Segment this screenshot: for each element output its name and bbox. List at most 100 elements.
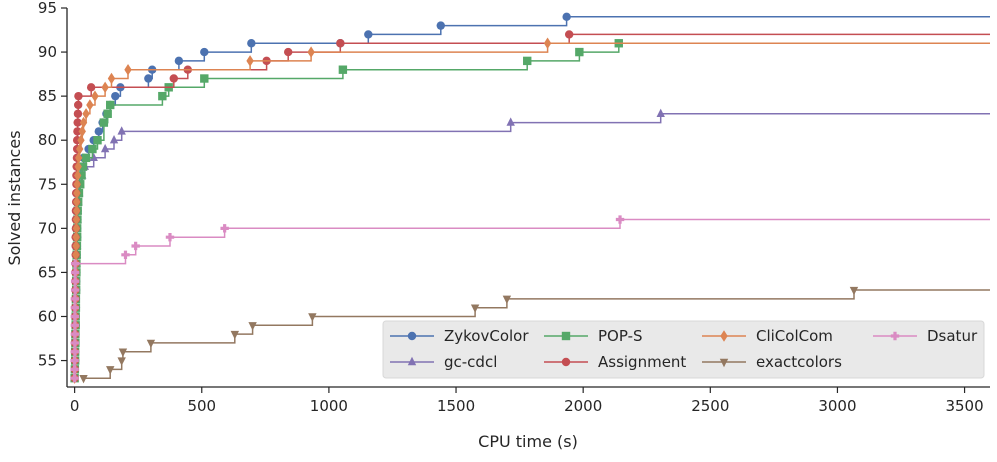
data-point-clicolcom <box>72 213 81 226</box>
data-point-zykovcolor <box>200 47 209 57</box>
y-tick-label: 65 <box>38 263 57 281</box>
legend-label: gc-cdcl <box>444 353 497 371</box>
data-point-exactcolors <box>106 366 115 375</box>
data-point-assignment <box>73 100 83 110</box>
data-point-pop-s <box>338 65 348 74</box>
legend-marker <box>890 331 900 341</box>
y-tick-label: 60 <box>38 307 57 325</box>
data-point-exactcolors <box>117 357 126 366</box>
data-point-dsatur <box>70 294 80 304</box>
data-point-pop-s <box>523 56 532 66</box>
ticks: 0 500 1000 1500 2000 2500 3000 3500 55 60 65 70 75 80… <box>38 0 984 415</box>
data-point-zykovcolor <box>562 12 571 22</box>
data-point-zykovcolor <box>436 21 445 30</box>
data-point-pop-s <box>103 109 112 118</box>
legend-box <box>382 320 985 379</box>
legend-label: Dsatur <box>927 327 978 345</box>
x-tick-label: 1000 <box>310 397 348 415</box>
data-point-clicolcom <box>543 37 552 49</box>
data-point-assignment <box>169 74 178 83</box>
x-tick-label: 2000 <box>564 397 602 415</box>
data-point-exactcolors <box>230 330 240 340</box>
legend-entry-pop-s: POP-S <box>544 327 643 345</box>
data-point-clicolcom <box>74 152 83 164</box>
data-point-dsatur <box>70 259 80 268</box>
data-point-pop-s <box>200 74 209 83</box>
legend-marker <box>561 357 571 367</box>
y-axis-title: Solved instances <box>5 130 24 265</box>
data-point-pop-s <box>99 118 109 127</box>
legend-marker <box>720 330 728 342</box>
data-point-pop-s <box>93 136 102 145</box>
data-point-pop-s <box>88 144 97 154</box>
data-point-clicolcom <box>91 90 99 102</box>
data-point-assignment <box>73 118 82 127</box>
data-point-assignment <box>336 39 345 48</box>
x-tick-label: 1500 <box>437 397 475 415</box>
data-point-clicolcom <box>72 196 81 208</box>
data-point-dsatur <box>121 250 130 259</box>
data-point-exactcolors <box>502 295 512 305</box>
data-point-clicolcom <box>72 222 81 235</box>
y-tick-label: 85 <box>38 87 57 105</box>
data-point-pop-s <box>158 91 167 101</box>
data-point-clicolcom <box>72 205 81 217</box>
axes <box>66 8 990 388</box>
data-point-assignment <box>564 30 574 39</box>
legend-label: ZykovColor <box>444 327 529 345</box>
y-tick-label: 55 <box>38 352 57 370</box>
x-tick-label: 3500 <box>945 397 983 415</box>
data-point-clicolcom <box>73 187 81 199</box>
legend-entry-zykovcolor: ZykovColor <box>390 327 529 345</box>
y-tick-label: 90 <box>38 43 57 61</box>
data-point-clicolcom <box>74 160 82 173</box>
legend-entry-assignment: Assignment <box>544 353 686 371</box>
data-point-pop-s <box>106 100 115 110</box>
legend-label: exactcolors <box>756 353 842 371</box>
data-point-pop-s <box>78 162 88 171</box>
data-point-zykovcolor <box>174 56 184 66</box>
data-point-assignment <box>284 47 293 57</box>
data-point-clicolcom <box>73 169 82 182</box>
data-point-dsatur <box>70 268 80 277</box>
x-tick-label: 500 <box>187 397 216 415</box>
data-point-dsatur <box>165 232 175 242</box>
data-point-clicolcom <box>78 125 86 138</box>
data-point-clicolcom <box>72 231 80 243</box>
data-point-clicolcom <box>72 249 80 261</box>
data-point-gc-cdcl <box>89 152 98 162</box>
data-point-clicolcom <box>73 178 81 190</box>
data-point-dsatur <box>615 215 625 224</box>
data-point-dsatur <box>70 338 80 348</box>
legend-marker <box>407 331 417 341</box>
data-point-pop-s <box>575 47 584 57</box>
data-point-dsatur <box>70 277 80 286</box>
series-layer <box>70 12 990 384</box>
data-point-clicolcom <box>79 116 88 129</box>
data-point-zykovcolor <box>364 30 373 39</box>
x-tick-label: 3000 <box>818 397 856 415</box>
data-point-clicolcom <box>86 99 94 111</box>
data-point-clicolcom <box>246 55 254 67</box>
data-point-dsatur <box>70 321 80 330</box>
data-point-dsatur <box>70 303 80 312</box>
series-exactcolors <box>79 286 990 384</box>
data-point-clicolcom <box>107 72 116 85</box>
data-point-zykovcolor <box>94 127 103 136</box>
data-point-gc-cdcl <box>117 126 126 135</box>
data-point-dsatur <box>220 224 229 233</box>
legend-marker <box>719 358 729 368</box>
legend-label: CliColCom <box>756 327 833 345</box>
data-point-clicolcom <box>77 134 85 146</box>
legend-label: POP-S <box>598 327 643 345</box>
data-point-clicolcom <box>82 108 90 120</box>
data-point-dsatur <box>131 241 140 251</box>
data-point-exactcolors <box>849 286 859 296</box>
data-point-dsatur <box>70 312 80 321</box>
data-point-pop-s <box>77 171 86 180</box>
legend-entry-dsatur: Dsatur <box>873 327 978 345</box>
data-point-zykovcolor <box>111 91 120 101</box>
legend: ZykovColor POP-S CliColCom Dsatur gc-cdcl Ass… <box>382 320 985 379</box>
data-point-zykovcolor <box>144 74 153 83</box>
